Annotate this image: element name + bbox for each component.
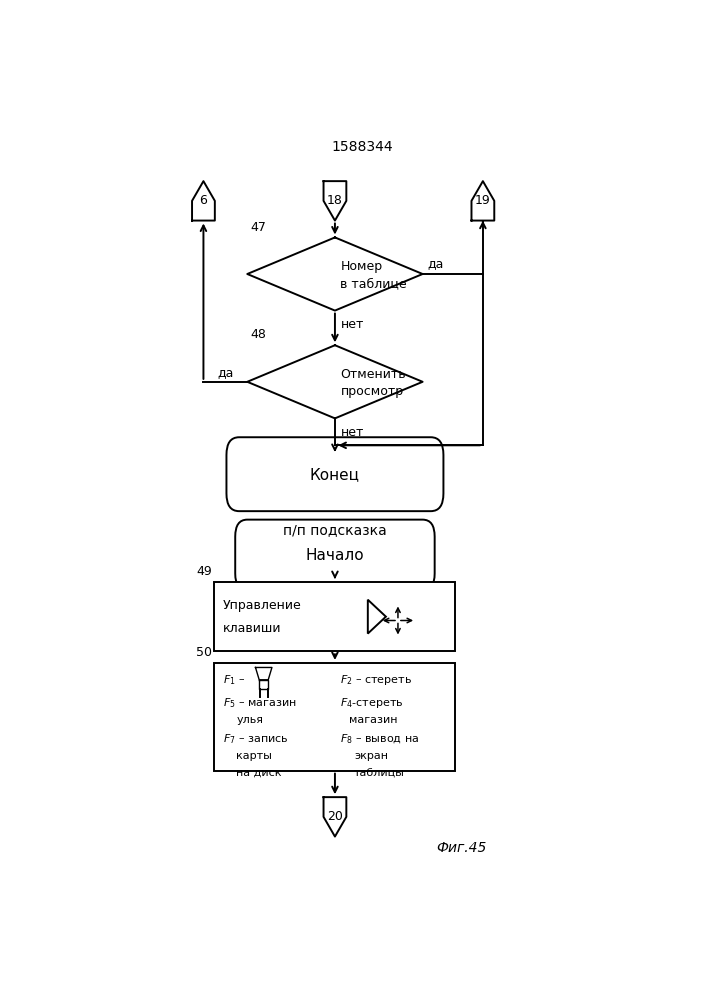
Text: Фиг.45: Фиг.45: [436, 841, 486, 855]
Text: 20: 20: [327, 810, 343, 823]
Text: улья: улья: [236, 715, 263, 725]
Text: Начало: Начало: [305, 548, 364, 563]
Text: карты: карты: [236, 751, 272, 761]
Text: 1588344: 1588344: [332, 140, 393, 154]
Text: $F_8$ – вывод на: $F_8$ – вывод на: [341, 732, 420, 746]
Polygon shape: [259, 680, 268, 689]
Bar: [214, 663, 455, 771]
Text: 50: 50: [196, 646, 211, 659]
Polygon shape: [324, 797, 346, 837]
Polygon shape: [368, 600, 386, 634]
FancyBboxPatch shape: [226, 437, 443, 511]
Text: таблицы: таблицы: [354, 768, 405, 778]
Text: Номер: Номер: [341, 260, 382, 273]
Polygon shape: [247, 237, 423, 311]
Text: $F_2$ – стереть: $F_2$ – стереть: [341, 673, 412, 687]
Text: 18: 18: [327, 194, 343, 207]
FancyBboxPatch shape: [235, 520, 435, 590]
Text: да: да: [427, 257, 443, 270]
Text: на диск: на диск: [236, 768, 282, 778]
Text: нет: нет: [341, 318, 364, 331]
Text: 47: 47: [250, 221, 266, 234]
Text: да: да: [217, 366, 233, 379]
Text: $F_7$ – запись: $F_7$ – запись: [223, 732, 288, 746]
Polygon shape: [255, 667, 272, 680]
Polygon shape: [324, 181, 346, 221]
Text: Управление: Управление: [223, 599, 301, 612]
Polygon shape: [247, 345, 423, 418]
Text: 48: 48: [250, 328, 266, 341]
Text: $F_1$ –: $F_1$ –: [223, 673, 245, 687]
Text: 19: 19: [475, 194, 491, 207]
Polygon shape: [472, 181, 494, 221]
Text: нет: нет: [341, 426, 364, 439]
Text: экран: экран: [354, 751, 388, 761]
Text: $F_4$-стереть: $F_4$-стереть: [341, 696, 404, 710]
Text: Отменить: Отменить: [341, 368, 406, 381]
Text: 49: 49: [196, 565, 211, 578]
Text: в таблице: в таблице: [341, 278, 407, 291]
Text: магазин: магазин: [349, 715, 397, 725]
Text: Конец: Конец: [310, 467, 360, 482]
Polygon shape: [192, 181, 215, 221]
Text: клавиши: клавиши: [223, 622, 281, 635]
Text: 6: 6: [199, 194, 207, 207]
Bar: [214, 582, 455, 651]
Text: п/п подсказка: п/п подсказка: [283, 523, 387, 537]
Text: $F_5$ – магазин: $F_5$ – магазин: [223, 696, 296, 710]
Text: просмотр: просмотр: [341, 385, 404, 398]
